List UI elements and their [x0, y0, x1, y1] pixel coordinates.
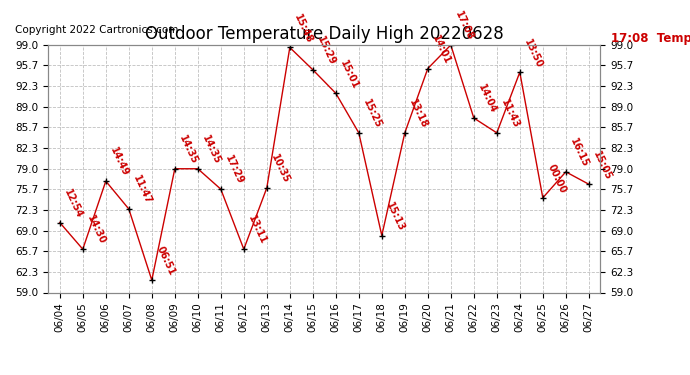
Text: 15:05: 15:05 — [591, 149, 613, 182]
Text: 11:47: 11:47 — [132, 174, 154, 206]
Text: 15:13: 15:13 — [384, 201, 406, 233]
Text: 17:29: 17:29 — [224, 154, 246, 186]
Text: 15:48: 15:48 — [293, 12, 315, 45]
Text: 06:51: 06:51 — [155, 245, 177, 278]
Text: 10:35: 10:35 — [270, 153, 292, 185]
Title: Outdoor Temperature Daily High 20220628: Outdoor Temperature Daily High 20220628 — [145, 26, 504, 44]
Text: 14:35: 14:35 — [201, 134, 223, 166]
Text: 14:49: 14:49 — [108, 146, 130, 178]
Text: 15:29: 15:29 — [315, 34, 337, 67]
Text: 16:15: 16:15 — [569, 137, 591, 169]
Text: 14:30: 14:30 — [86, 214, 108, 246]
Text: 15:25: 15:25 — [362, 98, 384, 130]
Text: 14:35: 14:35 — [177, 134, 199, 166]
Text: 17:08: 17:08 — [453, 10, 476, 42]
Text: 11:43: 11:43 — [500, 98, 522, 130]
Text: 17:08  Temperature (°F): 17:08 Temperature (°F) — [611, 32, 690, 45]
Text: 12:54: 12:54 — [63, 188, 85, 220]
Text: 13:11: 13:11 — [246, 214, 268, 246]
Text: 13:50: 13:50 — [522, 37, 544, 69]
Text: 15:01: 15:01 — [339, 58, 361, 90]
Text: 13:18: 13:18 — [408, 98, 430, 130]
Text: 14:04: 14:04 — [477, 83, 499, 115]
Text: 00:00: 00:00 — [546, 163, 568, 195]
Text: 14:01: 14:01 — [431, 33, 453, 66]
Text: Copyright 2022 Cartronics.com: Copyright 2022 Cartronics.com — [15, 25, 179, 35]
